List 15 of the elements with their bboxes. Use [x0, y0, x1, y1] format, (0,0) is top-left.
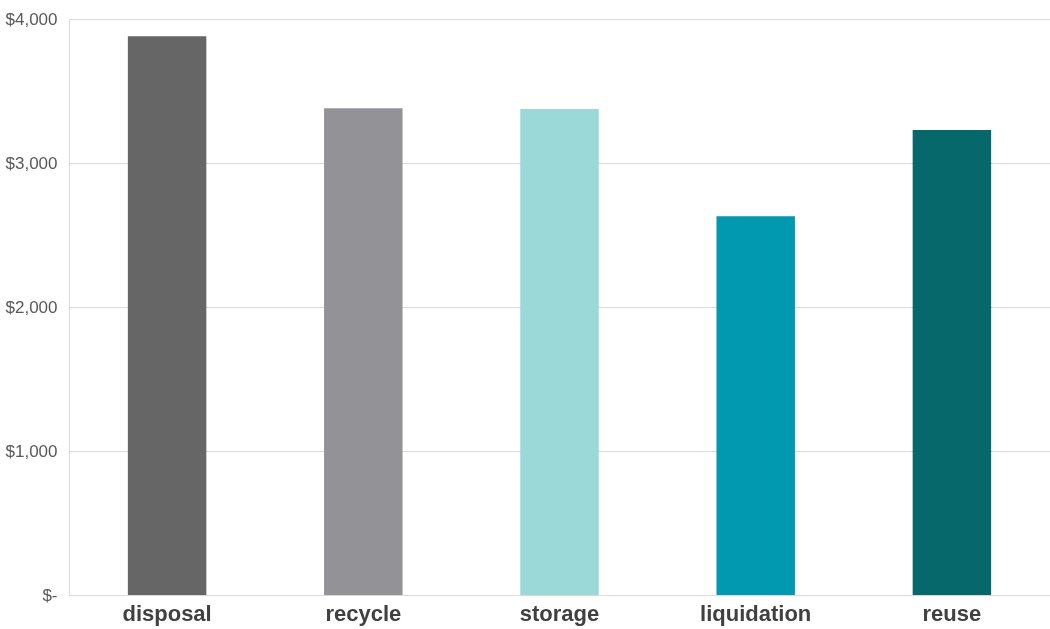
y-tick-label: $1,000 — [5, 441, 58, 461]
x-tick-label: liquidation — [700, 600, 812, 626]
x-tick-label: storage — [519, 600, 600, 626]
y-tick-label: $3,000 — [5, 153, 58, 173]
x-tick-label: reuse — [922, 600, 982, 626]
bar — [716, 216, 795, 595]
y-tick-label: $2,000 — [5, 297, 58, 317]
bar — [127, 36, 207, 595]
bar — [324, 108, 403, 595]
bar — [912, 129, 992, 595]
x-tick-label: recycle — [325, 600, 402, 626]
x-tick-label: disposal — [122, 600, 212, 626]
y-tick-label: $4,000 — [5, 9, 58, 29]
bar — [520, 109, 599, 595]
y-tick-label: $- — [42, 585, 58, 605]
